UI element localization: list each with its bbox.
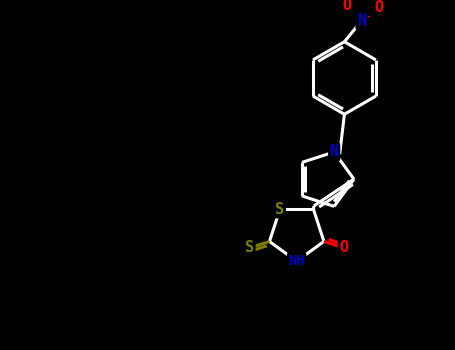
Text: O: O <box>339 240 349 256</box>
Text: N: N <box>329 145 339 160</box>
Text: S: S <box>275 202 284 217</box>
Text: S: S <box>245 240 254 256</box>
Text: NH: NH <box>288 254 305 268</box>
Text: O: O <box>343 0 352 13</box>
Text: O: O <box>374 0 383 15</box>
Text: N: N <box>357 13 366 28</box>
